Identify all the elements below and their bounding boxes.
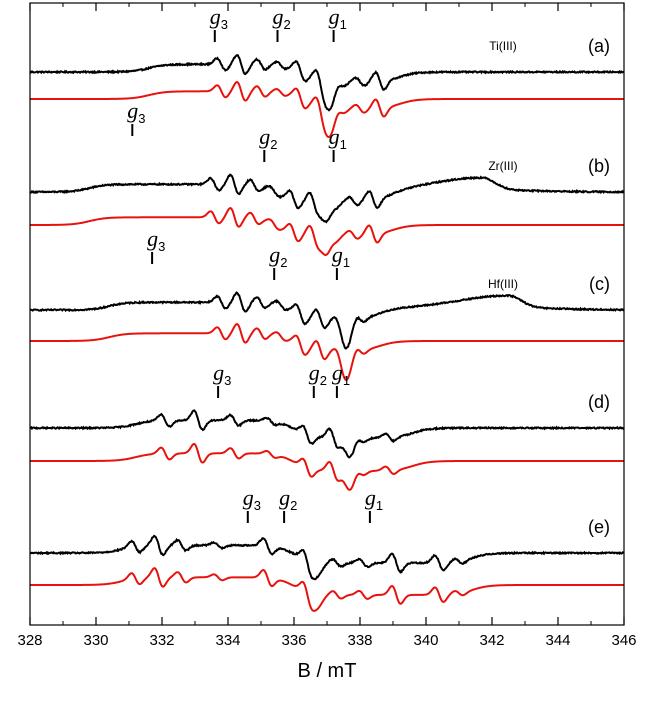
simulated-spectrum-2 — [30, 323, 624, 382]
g-subscript: 2 — [320, 373, 327, 388]
g-marker-label-0-0: g3 — [210, 4, 228, 32]
x-tick-label-346: 346 — [611, 632, 636, 649]
g-subscript: 2 — [284, 17, 291, 32]
g-marker-label-3-1: g2 — [309, 360, 327, 388]
g-marker-label-4-1: g2 — [279, 485, 297, 513]
g-marker-label-0-1: g2 — [273, 4, 291, 32]
g-letter: g — [332, 242, 343, 267]
panel-label-0: (a) — [588, 36, 610, 56]
g-marker-label-2-1: g2 — [269, 242, 287, 270]
panel-label-3: (d) — [588, 392, 610, 412]
simulated-spectrum-3 — [30, 443, 624, 491]
g-subscript: 2 — [270, 137, 277, 152]
g-letter: g — [329, 4, 340, 29]
g-marker-label-1-2: g1 — [329, 124, 347, 152]
g-letter: g — [269, 242, 280, 267]
panel-label-1: (b) — [588, 156, 610, 176]
panel-label-4: (e) — [588, 517, 610, 537]
g-marker-label-3-0: g3 — [213, 360, 231, 388]
g-letter: g — [243, 485, 254, 510]
experimental-spectrum-0 — [29, 54, 625, 112]
g-subscript: 2 — [290, 498, 297, 513]
plot-frame — [29, 2, 625, 626]
g-letter: g — [309, 360, 320, 385]
g-letter: g — [210, 4, 221, 29]
x-axis: 328 330 332 334 336 338 340 342 344 346 — [17, 3, 637, 649]
x-tick-label-338: 338 — [347, 632, 372, 649]
experimental-spectrum-2 — [29, 291, 625, 350]
g-letter: g — [365, 485, 376, 510]
ion-label-1: Zr(III) — [488, 159, 517, 173]
g-letter: g — [213, 360, 224, 385]
experimental-spectrum-1 — [29, 173, 625, 224]
x-tick-label-332: 332 — [149, 632, 174, 649]
x-tick-label-328: 328 — [17, 632, 42, 649]
g-marker-label-1-0: g3 — [127, 98, 145, 126]
g-subscript: 3 — [158, 239, 165, 254]
x-tick-label-340: 340 — [413, 632, 438, 649]
g-marker-label-3-2: g1 — [332, 360, 350, 388]
g-letter: g — [279, 485, 290, 510]
spectra-group — [29, 54, 625, 612]
ion-label-0: Ti(III) — [489, 39, 517, 53]
g-letter: g — [127, 98, 138, 123]
g-subscript: 1 — [340, 17, 347, 32]
g-marker-label-0-2: g1 — [329, 4, 347, 32]
g-subscript: 3 — [224, 373, 231, 388]
g-subscript: 3 — [221, 17, 228, 32]
g-marker-label-2-0: g3 — [147, 226, 165, 254]
g-letter: g — [147, 226, 158, 251]
simulated-spectrum-4 — [30, 567, 624, 612]
x-tick-label-334: 334 — [215, 632, 240, 649]
x-tick-label-342: 342 — [479, 632, 504, 649]
g-marker-label-1-1: g2 — [259, 124, 277, 152]
panel-label-2: (c) — [589, 274, 610, 294]
g-letter: g — [329, 124, 340, 149]
g-marker-label-4-0: g3 — [243, 485, 261, 513]
x-tick-label-330: 330 — [83, 632, 108, 649]
simulated-spectrum-1 — [30, 207, 624, 256]
x-axis-title: B / mT — [298, 660, 357, 682]
x-tick-label-344: 344 — [545, 632, 570, 649]
g-subscript: 1 — [343, 373, 350, 388]
g-subscript: 3 — [138, 111, 145, 126]
g-marker-label-2-2: g1 — [332, 242, 350, 270]
g-subscript: 3 — [254, 498, 261, 513]
g-letter: g — [273, 4, 284, 29]
g-marker-label-4-2: g1 — [365, 485, 383, 513]
g-subscript: 2 — [280, 255, 287, 270]
experimental-spectrum-4 — [29, 534, 625, 581]
g-letter: g — [332, 360, 343, 385]
g-subscript: 1 — [376, 498, 383, 513]
g-subscript: 1 — [340, 137, 347, 152]
simulated-spectrum-0 — [30, 81, 624, 138]
experimental-spectrum-3 — [29, 409, 625, 459]
g-subscript: 1 — [343, 255, 350, 270]
ion-label-2: Hf(III) — [488, 277, 518, 291]
g-letter: g — [259, 124, 270, 149]
x-tick-label-336: 336 — [281, 632, 306, 649]
